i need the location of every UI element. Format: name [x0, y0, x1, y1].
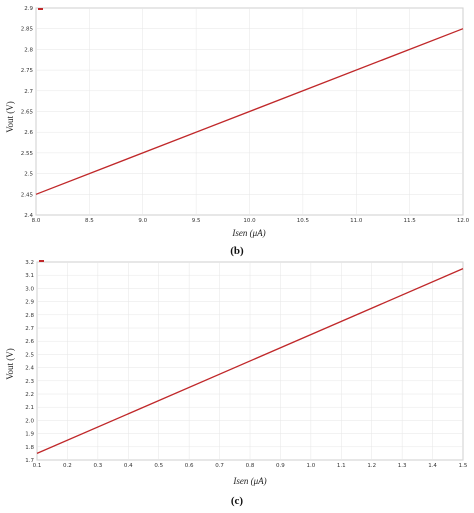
- series-line: [36, 268, 464, 454]
- x-ticks-b: 8.0 8.5 9.0 9.5 10.0 10.5 11.0 11.5 12.0: [32, 218, 470, 224]
- y-tick-label: 2.55: [21, 151, 34, 157]
- x-tick-label: 0.5: [154, 463, 163, 469]
- x-tick-label: 10.0: [243, 218, 256, 224]
- y-tick-label: 1.8: [25, 445, 34, 451]
- x-tick-label: 12.0: [457, 218, 470, 224]
- y-tick-label: 2.8: [25, 313, 34, 319]
- x-tick-label: 9.5: [192, 218, 201, 224]
- x-tick-label: 11.0: [350, 218, 363, 224]
- x-tick-label: 1.1: [337, 463, 346, 469]
- y-tick-label: 1.7: [25, 458, 34, 464]
- x-tick-label: 0.3: [93, 463, 102, 469]
- x-tick-label: 0.2: [63, 463, 72, 469]
- series-c: [36, 268, 464, 454]
- x-tick-label: 1.3: [398, 463, 407, 469]
- x-tick-label: 0.9: [276, 463, 285, 469]
- series-line: [35, 28, 464, 195]
- x-tick-label: 0.6: [185, 463, 194, 469]
- x-ticks-c: 0.1 0.2 0.3 0.4 0.5 0.6 0.7 0.8 0.9 1.0 1.1 1.2 1.3 1…: [33, 463, 468, 469]
- caption-b: (b): [230, 245, 244, 257]
- y-tick-label: 2.9: [25, 300, 34, 306]
- y-tick-label: 2.9: [24, 6, 33, 12]
- x-axis-label-b: Isen (μA): [231, 228, 265, 238]
- y-tick-label: 3.0: [25, 286, 34, 292]
- x-tick-label: 8.5: [85, 218, 94, 224]
- grid-b: [35, 7, 464, 216]
- x-tick-label: 0.8: [246, 463, 255, 469]
- x-tick-label: 9.0: [138, 218, 147, 224]
- x-tick-label: 0.1: [33, 463, 42, 469]
- y-tick-label: 2.8: [24, 47, 33, 53]
- y-tick-label: 3.2: [25, 260, 34, 266]
- x-tick-label: 0.4: [124, 463, 133, 469]
- y-tick-label: 2.6: [25, 339, 34, 345]
- y-tick-label: 2.65: [21, 110, 34, 116]
- x-tick-label: 11.5: [404, 218, 417, 224]
- chart-c: 0.1 0.2 0.3 0.4 0.5 0.6 0.7 0.8 0.9 1.0 1.1 1.2 1.3 1…: [5, 260, 468, 507]
- y-tick-label: 2.5: [24, 172, 33, 178]
- y-tick-label: 2.4: [25, 366, 34, 372]
- y-tick-label: 2.5: [25, 352, 34, 358]
- y-ticks-b: 2.4 2.45 2.5 2.55 2.6 2.65 2.7 2.75 2.8 2.85 2.9: [21, 6, 34, 219]
- y-tick-label: 2.6: [24, 130, 33, 136]
- legend-swatch-b: [38, 8, 43, 10]
- y-axis-label-c: Vout (V): [5, 348, 15, 380]
- x-tick-label: 0.7: [215, 463, 224, 469]
- x-tick-label: 1.2: [367, 463, 376, 469]
- y-tick-label: 2.1: [25, 405, 34, 411]
- x-tick-label: 1.4: [428, 463, 437, 469]
- legend-swatch-c: [39, 260, 44, 262]
- y-tick-label: 2.75: [21, 68, 34, 74]
- y-ticks-c: 1.7 1.8 1.9 2.0 2.1 2.2 2.3 2.4 2.5 2.6 2.7 2.8 2.9 3…: [25, 260, 34, 464]
- y-tick-label: 2.4: [24, 213, 33, 219]
- x-tick-label: 1.5: [459, 463, 468, 469]
- chart-b: 8.0 8.5 9.0 9.5 10.0 10.5 11.0 11.5 12.0 2.4 2.45…: [5, 6, 470, 257]
- y-tick-label: 2.3: [25, 379, 34, 385]
- y-tick-label: 2.2: [25, 392, 34, 398]
- x-tick-label: 1.0: [306, 463, 315, 469]
- y-tick-label: 3.1: [25, 273, 34, 279]
- y-tick-label: 2.45: [21, 192, 34, 198]
- y-tick-label: 2.7: [25, 326, 34, 332]
- y-tick-label: 2.7: [24, 89, 33, 95]
- legend-c: [39, 260, 44, 262]
- y-axis-label-b: Vout (V): [5, 101, 15, 133]
- legend-b: [38, 8, 43, 10]
- y-tick-label: 2.85: [21, 27, 34, 33]
- x-axis-label-c: Isen (μA): [232, 476, 266, 486]
- series-b: [35, 28, 464, 195]
- y-tick-label: 1.9: [25, 432, 34, 438]
- x-tick-label: 10.5: [297, 218, 310, 224]
- caption-c: (c): [231, 495, 244, 507]
- x-tick-label: 8.0: [32, 218, 41, 224]
- y-tick-label: 2.0: [25, 418, 34, 424]
- grid-c: [36, 261, 464, 461]
